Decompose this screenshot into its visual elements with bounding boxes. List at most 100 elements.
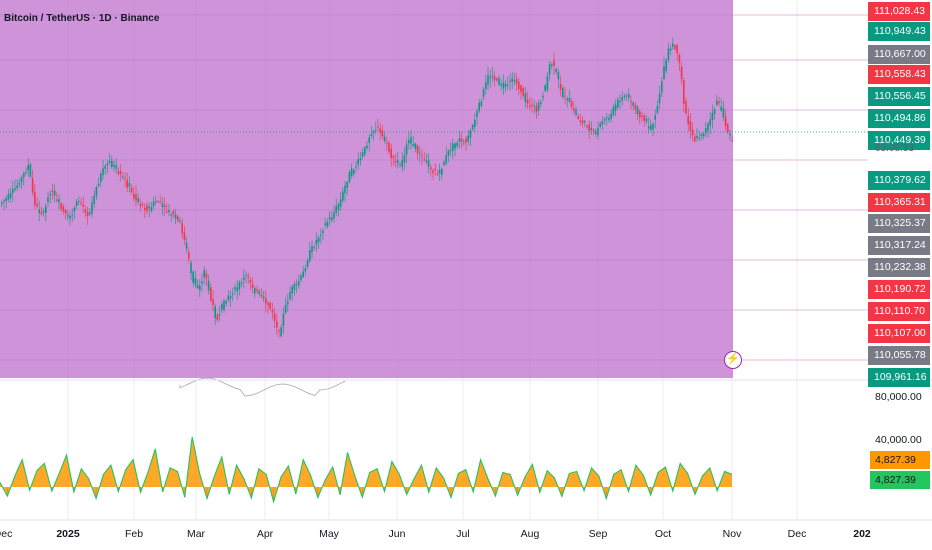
candle-body (478, 102, 480, 112)
candle-body (359, 158, 362, 161)
candle-body (518, 81, 520, 90)
candle-body (504, 83, 507, 87)
candle-body (5, 198, 7, 202)
candle-body (106, 163, 109, 166)
candle-body (469, 130, 472, 138)
candle-body (199, 285, 201, 291)
candle-body (661, 81, 663, 93)
candle-body (498, 77, 500, 85)
candle-body (304, 268, 307, 272)
candle-body (267, 302, 269, 306)
candle-body (355, 166, 357, 168)
candle-body (152, 201, 155, 207)
candle-body (438, 169, 441, 174)
candle-body (166, 211, 168, 213)
candle-body (104, 166, 106, 169)
candle-body (482, 89, 485, 97)
candle-body (656, 105, 659, 113)
candle-body (144, 207, 146, 211)
candle-body (42, 211, 45, 213)
candle-body (443, 162, 445, 165)
candle-body (126, 180, 128, 188)
candle-body (346, 181, 348, 188)
candle-body (491, 75, 494, 77)
candle-body (595, 131, 597, 134)
candle-body (135, 194, 137, 201)
candle-body (212, 299, 214, 306)
candle-body (245, 274, 247, 276)
symbol-title: Bitcoin / TetherUS · 1D · Binance (4, 13, 160, 24)
candle-body (548, 64, 551, 75)
candle-body (157, 201, 159, 203)
price-scale[interactable]: 111,028.43 110,949.43 110,667.00 110,558.43… (868, 0, 932, 387)
candle-body (170, 214, 172, 216)
candle-body (601, 121, 604, 125)
candle-body (238, 282, 241, 290)
candle-body (254, 287, 256, 294)
price-badge: 110,232.38 (868, 258, 930, 277)
candle-body (460, 138, 463, 142)
candle-body (12, 189, 14, 194)
candle-body (441, 168, 443, 175)
candle-body (381, 130, 384, 137)
candle-body (416, 145, 419, 154)
volume-line (0, 436, 733, 504)
candle-body (570, 101, 573, 107)
candle-body (480, 101, 483, 106)
volume-area (0, 437, 732, 502)
candle-body (93, 195, 95, 204)
candle-body (183, 232, 186, 240)
candle-body (388, 142, 390, 152)
candle-body (89, 212, 91, 215)
candle-body (58, 199, 60, 203)
candle-body (544, 85, 546, 92)
candle-body (524, 93, 527, 102)
candle-body (86, 211, 89, 216)
candle-body (328, 217, 331, 220)
candle-body (436, 173, 439, 175)
candle-body (353, 170, 355, 174)
candle-body (108, 160, 111, 163)
candle-body (683, 80, 685, 104)
candle-body (300, 275, 302, 281)
candle-body (698, 137, 700, 139)
candle-body (337, 204, 340, 210)
candle-body (654, 115, 656, 120)
candle-body (496, 78, 498, 81)
candle-body (590, 127, 593, 130)
candle-body (394, 161, 397, 163)
candle-body (722, 108, 725, 118)
candle-body (320, 234, 322, 236)
candle-body (31, 178, 34, 193)
candle-body (45, 206, 47, 213)
candle-body (27, 165, 29, 171)
candle-body (276, 321, 278, 328)
candle-body (678, 54, 681, 63)
candle-body (251, 284, 254, 288)
candle-body (467, 135, 469, 142)
candle-body (665, 60, 667, 72)
candle-body (185, 242, 188, 249)
candle-body (680, 66, 683, 80)
candle-body (258, 290, 260, 294)
candle-body (685, 101, 687, 114)
candle-body (375, 129, 377, 132)
lightning-icon[interactable]: ⚡ (724, 351, 742, 369)
price-badge: 110,379.62 (868, 171, 930, 190)
candle-body (1, 202, 3, 205)
candle-body (51, 191, 54, 193)
candle-body (533, 105, 535, 107)
time-axis-label: Sep (588, 528, 608, 540)
candle-body (694, 136, 696, 142)
candle-body (181, 223, 183, 234)
candle-body (509, 81, 511, 83)
candle-body (291, 286, 293, 294)
candle-body (383, 136, 386, 141)
candle-body (537, 102, 540, 111)
candle-body (49, 194, 51, 196)
candle-body (139, 203, 142, 207)
indicator-line (179, 377, 346, 397)
candle-body (625, 95, 628, 97)
